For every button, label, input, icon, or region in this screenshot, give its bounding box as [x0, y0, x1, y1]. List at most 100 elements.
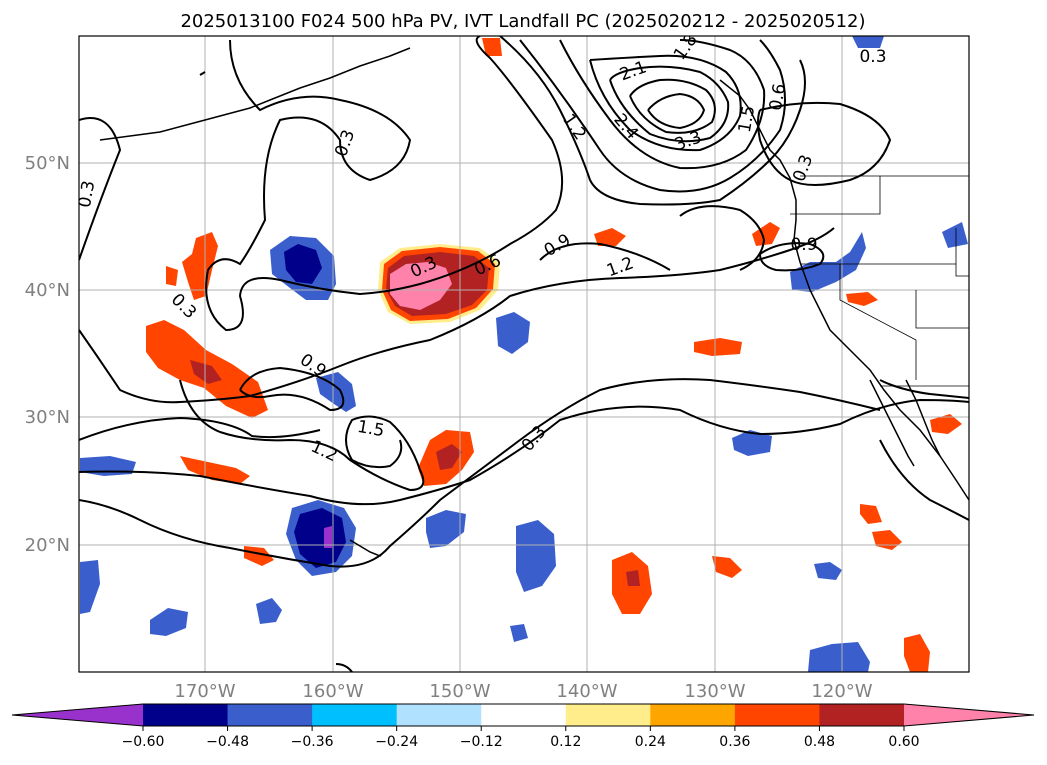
pv-patch-positive [860, 504, 882, 524]
graticule [79, 36, 969, 672]
pv-patch-positive [180, 456, 250, 484]
contour-line [499, 36, 806, 206]
pv-patch-negative [808, 642, 870, 672]
contour-line [519, 39, 786, 193]
contour-label: 0.6 [766, 82, 790, 112]
contour-line [199, 71, 206, 76]
colorbar-segment [227, 704, 313, 726]
lon-label-160w: 160°W [302, 681, 363, 702]
contour-line [879, 439, 969, 521]
map-area: 0.3 0.3 0.3 0.3 0.3 0.3 0.6 0.6 0.9 0.9 … [79, 36, 969, 672]
contour-line [79, 117, 122, 261]
colorbar-segment [312, 704, 398, 726]
contour-label: 0.3 [331, 127, 359, 159]
lon-label-140w: 140°W [556, 681, 617, 702]
pv-fill-patches [80, 36, 968, 672]
contour-line [629, 78, 716, 134]
colorbar: −0.60 −0.48 −0.36 −0.24 −0.12 0.12 0.24 0.36 0.4… [11, 703, 1035, 750]
pv-patch-negative [324, 526, 332, 548]
coastline-north-america [719, 79, 969, 501]
contour-label: 2.1 [617, 57, 649, 85]
pv-patch-positive [694, 338, 742, 356]
pv-patch-positive [930, 414, 962, 434]
pv-patch-negative [284, 244, 322, 284]
contour-line [79, 416, 321, 441]
pv-patch-negative [732, 430, 772, 456]
pv-patch-positive [390, 262, 452, 310]
pv-patch-negative [814, 562, 842, 580]
political-boundaries [790, 175, 969, 387]
contour-label: 1.5 [735, 104, 759, 134]
pv-patch-negative [790, 232, 866, 292]
lat-label-50n: 50°N [25, 153, 70, 174]
pv-patch-positive [904, 634, 930, 672]
contour-line [79, 398, 969, 506]
contour-line [647, 92, 706, 130]
contour-label: 0.3 [789, 152, 817, 184]
lon-label-120w: 120°W [811, 681, 872, 702]
pv-patch-negative [80, 560, 100, 614]
contour-line [79, 227, 835, 404]
pv-patch-negative [256, 598, 282, 624]
pv-patch-negative [80, 456, 136, 476]
colorbar-segment [565, 704, 651, 726]
pv-patch-positive [182, 232, 218, 300]
contour-label: 1.5 [356, 417, 386, 441]
contour-line [879, 379, 969, 399]
pv-patch-positive [872, 530, 902, 550]
contour-line [79, 378, 881, 568]
pv-patch-negative [516, 520, 556, 592]
coastlines [99, 47, 969, 557]
colorbar-segment [143, 704, 229, 726]
colorbar-tick-label: −0.12 [460, 734, 503, 750]
pv-patch-negative [510, 624, 528, 642]
latitude-labels: 50°N 40°N 30°N 20°N [25, 153, 70, 556]
lat-label-30n: 30°N [25, 407, 70, 428]
colorbar-segment [819, 704, 905, 726]
contour-label: 0.3 [859, 47, 886, 67]
lat-label-20n: 20°N [25, 535, 70, 556]
pv-patch-positive [626, 570, 640, 586]
pv-patch-positive [166, 266, 178, 286]
contour-line [539, 242, 671, 271]
contour-line [757, 101, 892, 186]
contour-line [679, 205, 766, 271]
colorbar-segment [650, 704, 736, 726]
ivt-contours [79, 36, 969, 672]
colorbar-tick-label: 0.48 [804, 734, 835, 750]
contour-line [589, 54, 742, 152]
coastline-sea-of-cortez [905, 379, 941, 457]
lon-label-150w: 150°W [429, 681, 490, 702]
colorbar-tick-label: 0.36 [719, 734, 750, 750]
colorbar-extend-min [12, 704, 143, 726]
pv-patch-negative [426, 510, 466, 548]
pv-patch-positive [594, 228, 626, 246]
pv-patch-positive [244, 546, 274, 566]
pv-patch-negative [496, 312, 530, 354]
pv-patch-positive [436, 444, 462, 470]
contour-label: 0.9 [541, 230, 574, 261]
colorbar-extend-max [904, 704, 1034, 726]
longitude-labels: 170°W 160°W 150°W 140°W 130°W 120°W [174, 681, 872, 702]
contour-label: 2.4 [609, 110, 642, 144]
contour-label: 3.3 [672, 127, 704, 155]
colorbar-tick-label: −0.24 [375, 734, 418, 750]
colorbar-tick-label: 0.12 [550, 734, 581, 750]
contour-line [205, 36, 564, 332]
lon-label-170w: 170°W [174, 681, 235, 702]
contour-line [239, 366, 345, 412]
pv-patch-negative [852, 36, 884, 48]
pv-patch-positive [752, 222, 780, 246]
pv-patch-positive [482, 38, 502, 56]
colorbar-segment [396, 704, 482, 726]
colorbar-segment [481, 704, 567, 726]
pv-patch-positive [846, 292, 878, 306]
map-frame [78, 35, 970, 673]
colorbar-tick-label: −0.48 [206, 734, 249, 750]
pv-patch-negative [150, 608, 188, 636]
colorbar-tick-label: 0.60 [888, 734, 919, 750]
colorbar-tick-label: −0.36 [291, 734, 334, 750]
border-states [790, 176, 969, 380]
coastline-hawaii [349, 539, 389, 557]
contour-line [559, 39, 766, 170]
